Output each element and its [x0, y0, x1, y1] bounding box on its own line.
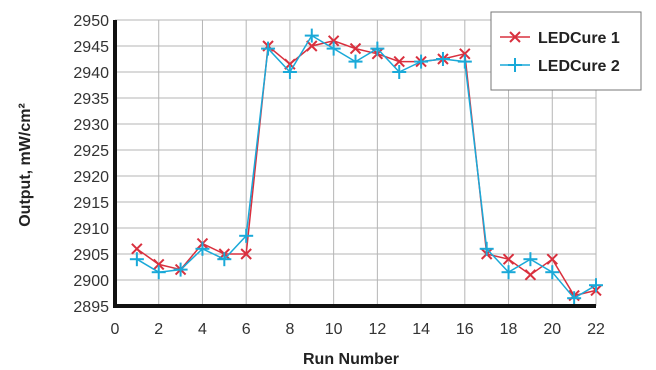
data-point-ledcure-2-run-18 [501, 265, 516, 280]
x-tick-label-0: 0 [111, 321, 120, 338]
data-point-ledcure-2-run-14 [414, 54, 429, 69]
legend-item-ledcure-1: LEDCure 1 [500, 30, 620, 47]
axes [113, 20, 596, 308]
x-tick-label-12: 12 [368, 321, 386, 338]
data-point-ledcure-2-run-13 [392, 65, 407, 79]
data-point-ledcure-2-run-17 [479, 241, 494, 256]
data-point-ledcure-2-run-12 [370, 41, 385, 56]
data-point-ledcure-1-run-1 [131, 243, 143, 255]
y-tick-label-2925: 2925 [73, 143, 109, 160]
y-axis-label: Output, mW/cm² [17, 103, 34, 227]
legend-label-ledcure-2: LEDCure 2 [538, 58, 620, 75]
y-tick-label-2945: 2945 [73, 39, 109, 56]
y-tick-label-2895: 2895 [73, 299, 109, 316]
legend-label-ledcure-1: LEDCure 1 [538, 30, 620, 47]
data-point-ledcure-2-run-1 [129, 252, 144, 267]
legend-symbol-1 [508, 58, 522, 72]
series-layer [129, 28, 603, 306]
data-point-ledcure-1-run-2 [153, 258, 165, 271]
y-tick-label-2910: 2910 [73, 221, 109, 238]
data-point-ledcure-1-run-9 [306, 40, 318, 52]
data-point-ledcure-1-run-16 [459, 48, 471, 60]
data-point-ledcure-2-run-4 [195, 241, 210, 256]
data-point-ledcure-2-run-10 [326, 41, 341, 56]
data-point-ledcure-1-run-20 [546, 253, 558, 265]
y-tick-label-2905: 2905 [73, 247, 109, 264]
x-tick-label-6: 6 [242, 321, 251, 338]
data-point-ledcure-1-run-11 [349, 42, 362, 55]
data-point-ledcure-2-run-20 [545, 265, 560, 280]
x-axis-label: Run Number [303, 351, 399, 368]
data-point-ledcure-2-run-6 [239, 228, 254, 243]
y-tick-label-2930: 2930 [73, 117, 109, 134]
y-tick-label-2915: 2915 [73, 195, 109, 212]
legend-marker-ledcure-2 [508, 58, 522, 72]
legend-marker-ledcure-1 [509, 31, 521, 43]
legend-symbol-0 [509, 31, 521, 43]
y-tick-label-2900: 2900 [73, 273, 109, 290]
data-point-ledcure-2-run-19 [523, 252, 538, 267]
y-tick-label-2935: 2935 [73, 91, 109, 108]
legend-item-ledcure-2: LEDCure 2 [500, 58, 620, 75]
data-point-ledcure-2-run-3 [173, 262, 188, 277]
series-ledcure-2 [129, 28, 603, 306]
data-point-ledcure-1-run-19 [524, 269, 537, 281]
data-point-ledcure-1-run-18 [502, 253, 515, 265]
x-tick-label-14: 14 [412, 321, 430, 338]
data-point-ledcure-2-run-21 [567, 291, 582, 306]
x-tick-labels: 0 2 4 6 8 10 12 14 16 18 20 22 [111, 321, 605, 338]
data-point-ledcure-2-run-16 [457, 54, 472, 69]
x-tick-label-20: 20 [543, 321, 561, 338]
x-tick-label-2: 2 [154, 321, 163, 338]
data-point-ledcure-2-run-2 [151, 265, 166, 280]
data-point-ledcure-2-run-7 [261, 41, 276, 56]
x-tick-label-10: 10 [325, 321, 343, 338]
data-point-ledcure-2-run-22 [589, 278, 603, 293]
data-point-ledcure-1-run-10 [327, 35, 340, 47]
grid [115, 19, 597, 306]
legend-box [490, 11, 642, 91]
x-tick-label-4: 4 [198, 321, 207, 338]
x-tick-label-16: 16 [456, 321, 474, 338]
series-line-ledcure-1 [136, 40, 597, 297]
data-point-ledcure-1-run-13 [393, 55, 405, 68]
data-point-ledcure-1-run-6 [240, 248, 252, 260]
legend: LEDCure 1 LEDCure 2 [490, 11, 642, 91]
data-point-ledcure-2-run-5 [217, 252, 232, 267]
x-tick-label-22: 22 [587, 321, 605, 338]
data-point-ledcure-2-run-9 [304, 28, 319, 43]
y-tick-label-2950: 2950 [73, 13, 109, 30]
data-point-ledcure-2-run-8 [282, 65, 297, 79]
x-tick-label-8: 8 [285, 321, 294, 338]
series-line-ledcure-2 [136, 34, 597, 300]
y-tick-labels: 2895 2900 2905 2910 2915 2920 2925 2930 2935 2940… [73, 13, 109, 316]
data-point-ledcure-2-run-15 [435, 52, 450, 66]
data-point-ledcure-2-run-11 [348, 54, 363, 69]
y-tick-label-2920: 2920 [73, 169, 109, 186]
y-tick-label-2940: 2940 [73, 65, 109, 82]
x-tick-label-18: 18 [500, 321, 518, 338]
